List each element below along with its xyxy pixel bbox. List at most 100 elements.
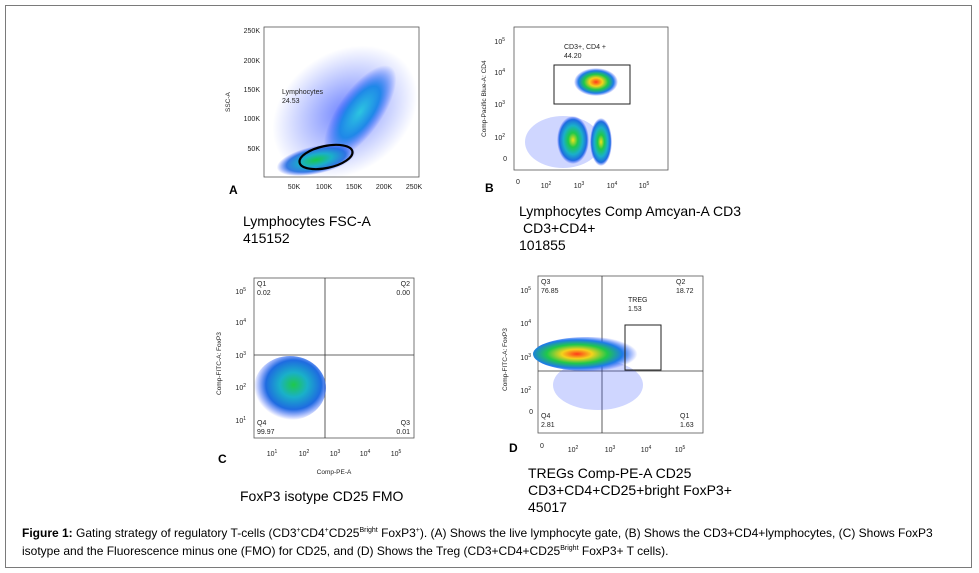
x-tick: 102 <box>299 449 310 458</box>
x-ticks: 50K 100K 150K 200K 250K <box>288 184 423 191</box>
y-tick: 103 <box>235 351 246 360</box>
panel-d-letter: D <box>509 441 518 455</box>
x-tick: 50K <box>288 184 301 191</box>
gate-name: CD3+, CD4 + <box>564 44 606 51</box>
y-tick: 0 <box>529 409 533 416</box>
x-ticks: 0 102 103 104 105 <box>516 179 649 190</box>
q4-name: Q4 <box>541 413 550 420</box>
q2-value: 18.72 <box>676 288 694 295</box>
y-tick: 102 <box>520 386 531 395</box>
y-tick: 105 <box>494 37 505 46</box>
y-tick: 104 <box>235 318 246 327</box>
q4-name: Q4 <box>257 420 266 427</box>
y-tick: 100K <box>244 116 261 123</box>
panel-a-letter: A <box>229 183 238 197</box>
panel-c-caption: FoxP3 isotype CD25 FMO <box>240 488 403 505</box>
y-tick: 50K <box>248 146 261 153</box>
gate-name: Lymphocytes <box>282 89 323 96</box>
y-tick: 102 <box>494 133 505 142</box>
x-tick: 100K <box>316 184 333 191</box>
x-tick: 200K <box>376 184 393 191</box>
treg-value: 1.53 <box>628 306 642 313</box>
q2-value: 0.00 <box>396 290 410 297</box>
caption-line: TREGs Comp-PE-A CD25 <box>528 465 692 481</box>
q1-value: 0.02 <box>257 290 271 297</box>
y-tick: 250K <box>244 28 261 35</box>
caption-line: CD3+CD4+ <box>523 220 596 236</box>
x-tick: 103 <box>574 181 585 190</box>
y-axis-label: Comp-Pacific Blue-A: CD4 <box>481 60 488 137</box>
y-ticks: 105 104 103 102 101 <box>235 287 246 425</box>
x-ticks: 0 102 103 104 105 <box>540 443 685 454</box>
caption-line: 45017 <box>528 499 567 515</box>
y-tick: 103 <box>520 353 531 362</box>
density-cd4 <box>574 68 618 96</box>
scatter-haze <box>553 360 643 410</box>
x-tick: 105 <box>675 445 686 454</box>
y-tick: 105 <box>520 286 531 295</box>
y-tick: 150K <box>244 87 261 94</box>
q3-value: 76.85 <box>541 288 559 295</box>
panel-c-letter: C <box>218 452 227 466</box>
x-tick: 105 <box>391 449 402 458</box>
caption-line: CD3+CD4+CD25+bright FoxP3+ <box>528 482 732 498</box>
y-axis-label: Comp-FITC-A: FoxP3 <box>502 328 509 391</box>
x-tick: 105 <box>639 181 650 190</box>
q3-name: Q3 <box>541 279 550 286</box>
caption-line: Lymphocytes Comp Amcyan-A CD3 <box>519 203 742 219</box>
x-axis-label: Comp-PE-A <box>317 469 352 476</box>
figure-frame <box>5 5 972 568</box>
q1-name: Q1 <box>257 281 266 288</box>
density-c <box>254 356 326 420</box>
x-ticks: 101 102 103 104 105 <box>267 449 402 458</box>
q3-value: 0.01 <box>396 429 410 436</box>
q1-value: 1.63 <box>680 422 694 429</box>
x-tick: 0 <box>540 443 544 450</box>
x-tick: 103 <box>330 449 341 458</box>
cd3-cd4-gate <box>553 64 631 105</box>
y-ticks: 105 104 103 102 0 <box>520 286 533 416</box>
y-tick: 200K <box>244 58 261 65</box>
x-tick: 0 <box>516 179 520 186</box>
y-ticks: 105 104 103 102 0 <box>494 37 507 163</box>
caption-line: 101855 <box>519 237 566 253</box>
x-tick: 102 <box>568 445 579 454</box>
y-tick: 104 <box>520 319 531 328</box>
x-tick: 104 <box>360 449 371 458</box>
y-tick: 104 <box>494 68 505 77</box>
panel-b-caption: Lymphocytes Comp Amcyan-A CD3 CD3+CD4+ 1… <box>519 203 741 254</box>
q2-name: Q2 <box>676 279 685 286</box>
density-neg-1 <box>557 116 589 164</box>
y-axis-label: SSC-A <box>225 91 232 112</box>
panel-b-plot: CD3+, CD4 + 44.20 Comp-Pacific Blue-A: C… <box>481 26 669 190</box>
gate-value: 44.20 <box>564 53 582 60</box>
y-axis-label: Comp-FITC-A: FoxP3 <box>216 332 223 395</box>
y-tick: 102 <box>235 383 246 392</box>
panel-a-caption: Lymphocytes FSC-A 415152 <box>243 213 371 247</box>
density-neg-2 <box>590 118 612 166</box>
q3-name: Q3 <box>401 420 410 427</box>
gate-value: 24.53 <box>282 98 300 105</box>
panel-b-letter: B <box>485 181 494 195</box>
x-tick: 104 <box>641 445 652 454</box>
x-tick: 101 <box>267 449 278 458</box>
panel-a-plot: Lymphocytes 24.53 SSC-A 250K 200K 150K 1… <box>225 26 422 191</box>
figure-caption: Figure 1: Gating strategy of regulatory … <box>22 526 933 558</box>
y-tick: 101 <box>235 416 246 425</box>
x-tick: 104 <box>607 181 618 190</box>
caption-line: Lymphocytes FSC-A <box>243 213 371 229</box>
panel-c-plot: Q1 0.02 Q2 0.00 Q4 99.97 Q3 0.01 Comp-FI… <box>216 277 415 476</box>
panel-d-plot: TREG 1.53 Q3 76.85 Q2 18.72 Q4 2.81 Q1 1… <box>502 275 704 454</box>
y-tick: 0 <box>503 156 507 163</box>
x-tick: 103 <box>605 445 616 454</box>
q2-name: Q2 <box>401 281 410 288</box>
y-tick: 103 <box>494 100 505 109</box>
panel-d-caption: TREGs Comp-PE-A CD25 CD3+CD4+CD25+bright… <box>528 465 732 516</box>
q1-name: Q1 <box>680 413 689 420</box>
lymphocyte-gate <box>298 143 354 171</box>
density-diagonal <box>323 65 397 159</box>
caption-line: FoxP3 isotype CD25 FMO <box>240 488 404 504</box>
x-tick: 150K <box>346 184 363 191</box>
x-tick: 102 <box>541 181 552 190</box>
q4-value: 99.97 <box>257 429 275 436</box>
